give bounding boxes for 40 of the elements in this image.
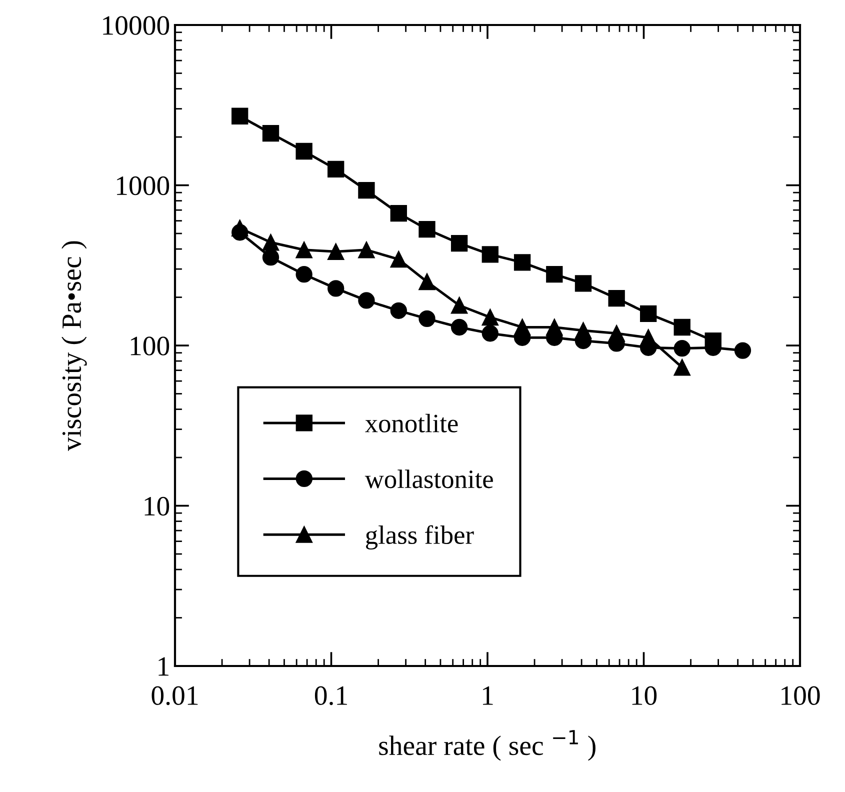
point	[514, 254, 531, 271]
legend-label: wollastonite	[364, 470, 493, 488]
point	[390, 250, 407, 268]
y-tick-label: 100	[130, 336, 170, 356]
x-axis-title: shear rate ( sec $^{−1}$ )	[379, 730, 596, 761]
point	[262, 234, 280, 251]
x-tick-label: 100	[782, 686, 820, 705]
y-tick-label: 1	[158, 657, 168, 676]
legend-label: xonotlite	[365, 414, 458, 432]
point	[232, 224, 248, 241]
x-tick-label: 0.1	[314, 686, 347, 706]
point	[450, 318, 468, 336]
point	[546, 266, 563, 283]
point	[232, 108, 248, 124]
point	[450, 235, 468, 252]
point	[296, 142, 312, 160]
legend-label: glass fiber	[366, 525, 474, 550]
y-tick-label: 10	[144, 496, 170, 516]
point	[358, 242, 375, 258]
point	[390, 204, 407, 222]
point	[358, 292, 375, 309]
point	[296, 266, 312, 283]
point	[608, 290, 625, 307]
point	[482, 325, 498, 342]
point	[296, 242, 312, 258]
y-tick-label: 1000	[117, 176, 170, 196]
y-tick-label: 10000	[103, 16, 170, 35]
point	[640, 305, 657, 322]
point	[390, 302, 407, 319]
point	[262, 124, 280, 142]
x-tick-label: 1	[483, 686, 493, 705]
point	[482, 308, 498, 326]
point	[734, 342, 752, 359]
point	[358, 182, 375, 199]
x-tick-label: 0.01	[152, 686, 198, 706]
x-tick-label: 10	[632, 686, 657, 705]
point	[482, 246, 498, 263]
y-axis-title: viscosity ( Pa•sec )	[62, 241, 87, 452]
point	[450, 297, 468, 314]
point	[262, 248, 280, 266]
